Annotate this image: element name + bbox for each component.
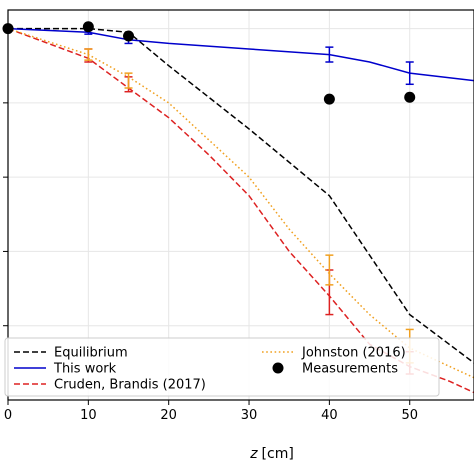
x-tick-label: 40 <box>321 408 338 423</box>
x-axis-label-unit: [cm] <box>262 446 294 462</box>
legend-marker <box>272 362 284 374</box>
legend-label: Johnston (2016) <box>301 346 406 361</box>
measurement-point <box>82 21 94 33</box>
series-this-work <box>7 27 474 86</box>
legend-item: Measurements <box>272 362 398 377</box>
measurement-point <box>323 93 335 105</box>
x-axis-label: z [cm] <box>249 446 294 462</box>
series-equilibrium <box>8 27 474 364</box>
x-tick-label: 0 <box>4 408 12 423</box>
legend-box <box>4 337 440 397</box>
series-measurements <box>2 21 416 105</box>
legend-label: Equilibrium <box>54 346 128 361</box>
x-tick-label: 30 <box>241 408 258 423</box>
series-line <box>7 27 474 82</box>
series-line <box>8 27 474 364</box>
legend-item: Equilibrium <box>14 346 128 361</box>
error-bar <box>405 61 414 86</box>
ticks: 0 10 20 30 40 50 <box>3 28 418 423</box>
x-tick-label: 20 <box>160 408 177 423</box>
measurement-point <box>123 30 135 42</box>
series-layer <box>2 21 474 394</box>
legend-label: Measurements <box>302 362 398 377</box>
plot-frame <box>7 9 474 401</box>
legend-label: Cruden, Brandis (2017) <box>54 378 206 393</box>
measurement-point <box>404 91 416 103</box>
x-axis-label-italic: z <box>249 446 258 462</box>
legend-item: This work <box>14 362 117 377</box>
x-tick-label: 10 <box>80 408 97 423</box>
x-tick-label: 50 <box>401 408 418 423</box>
legend-label: This work <box>53 362 117 377</box>
error-bar <box>84 48 93 61</box>
error-bar <box>325 46 334 63</box>
error-bar <box>325 254 334 286</box>
error-bar <box>124 72 133 89</box>
legend-item: Johnston (2016) <box>262 346 406 361</box>
legend-item: Cruden, Brandis (2017) <box>14 378 206 393</box>
